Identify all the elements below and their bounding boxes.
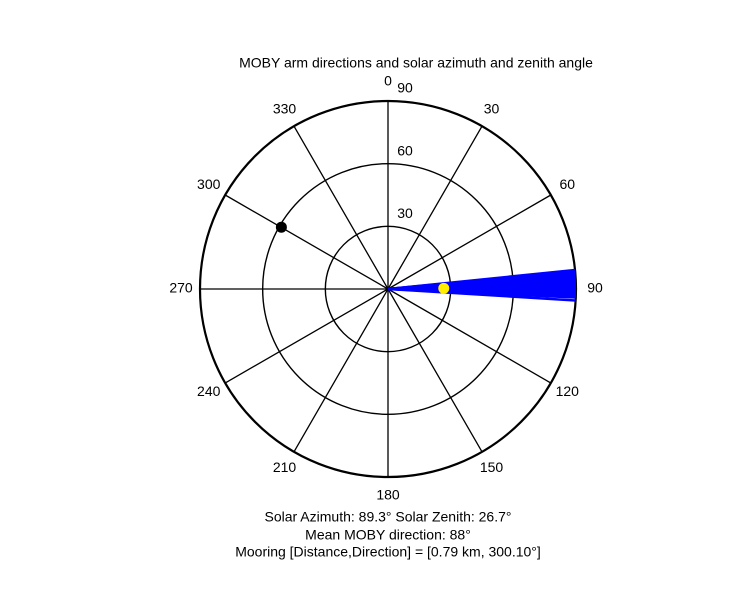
angle-label: 60 bbox=[559, 176, 575, 192]
spoke bbox=[387, 288, 552, 384]
radial-label: 30 bbox=[397, 205, 413, 221]
spoke bbox=[293, 125, 389, 290]
angle-label: 120 bbox=[556, 383, 580, 399]
point bbox=[438, 282, 450, 294]
angle-label: 300 bbox=[197, 176, 221, 192]
spoke bbox=[224, 288, 389, 384]
annotation: Mooring [Distance,Direction] = [0.79 km,… bbox=[235, 544, 541, 560]
spoke bbox=[387, 194, 552, 290]
point bbox=[275, 221, 287, 233]
annotation: Mean MOBY direction: 88° bbox=[305, 527, 471, 543]
chart-title: MOBY arm directions and solar azimuth an… bbox=[239, 55, 593, 71]
angle-label: 0 bbox=[384, 73, 392, 89]
arm-direction bbox=[387, 287, 576, 302]
annotation: Solar Azimuth: 89.3° Solar Zenith: 26.7° bbox=[265, 509, 512, 525]
angle-label: 30 bbox=[484, 100, 500, 116]
angle-label: 180 bbox=[376, 487, 400, 503]
spoke bbox=[387, 125, 483, 290]
angle-label: 90 bbox=[587, 280, 603, 296]
spoke bbox=[224, 194, 389, 290]
spoke bbox=[293, 288, 389, 453]
angle-label: 240 bbox=[197, 383, 221, 399]
angle-label: 150 bbox=[480, 459, 504, 475]
radial-label: 90 bbox=[397, 80, 413, 96]
radial-label: 60 bbox=[397, 142, 413, 158]
angle-label: 270 bbox=[169, 280, 193, 296]
angle-label: 210 bbox=[273, 459, 297, 475]
spoke bbox=[387, 288, 483, 453]
angle-label: 330 bbox=[273, 100, 297, 116]
